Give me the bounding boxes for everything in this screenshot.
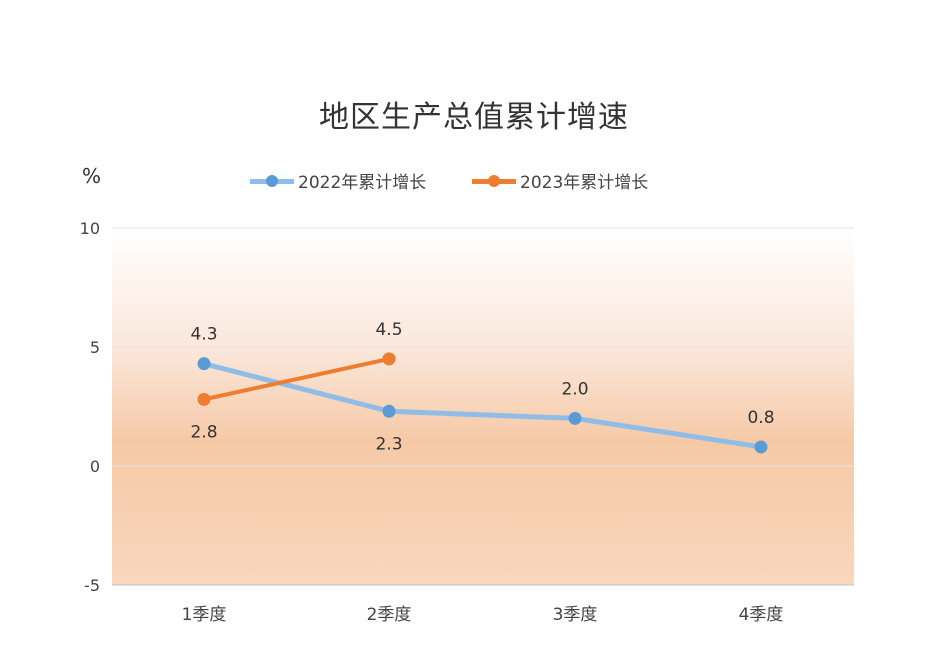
legend-label-2023: 2023年累计增长 (520, 173, 649, 193)
series-line-1 (203, 356, 390, 402)
data-point[interactable] (754, 440, 768, 454)
x-tick-label: 2季度 (367, 605, 412, 625)
legend-swatch-2023 (472, 171, 516, 191)
data-label: 4.5 (375, 320, 402, 340)
x-tick-label: 3季度 (553, 605, 598, 625)
legend-swatch-2022 (250, 171, 294, 191)
y-tick-label: -5 (84, 576, 100, 595)
y-tick-label: 0 (90, 457, 100, 476)
data-label: 2.0 (561, 379, 588, 399)
x-tick-label: 1季度 (182, 605, 227, 625)
data-label: 2.8 (190, 422, 217, 442)
series-line-0 (203, 361, 762, 450)
data-point[interactable] (197, 357, 211, 371)
legend-item-2022[interactable]: 2022年累计增长 (250, 168, 426, 193)
y-axis-unit: % (82, 164, 102, 188)
plot-area (112, 228, 854, 585)
chart-title: 地区生产总值累计增速 (319, 100, 629, 135)
x-tick-label: 4季度 (739, 605, 784, 625)
data-point[interactable] (382, 352, 396, 366)
data-label: 0.8 (747, 408, 774, 428)
legend-label-2022: 2022年累计增长 (298, 173, 427, 193)
legend-item-2023[interactable]: 2023年累计增长 (472, 168, 648, 193)
y-tick-label: 10 (80, 219, 100, 238)
data-point[interactable] (568, 411, 582, 425)
data-point[interactable] (197, 392, 211, 406)
data-label: 4.3 (190, 325, 217, 345)
y-tick-label: 5 (90, 338, 100, 357)
data-point[interactable] (382, 404, 396, 418)
data-label: 2.3 (375, 434, 402, 454)
